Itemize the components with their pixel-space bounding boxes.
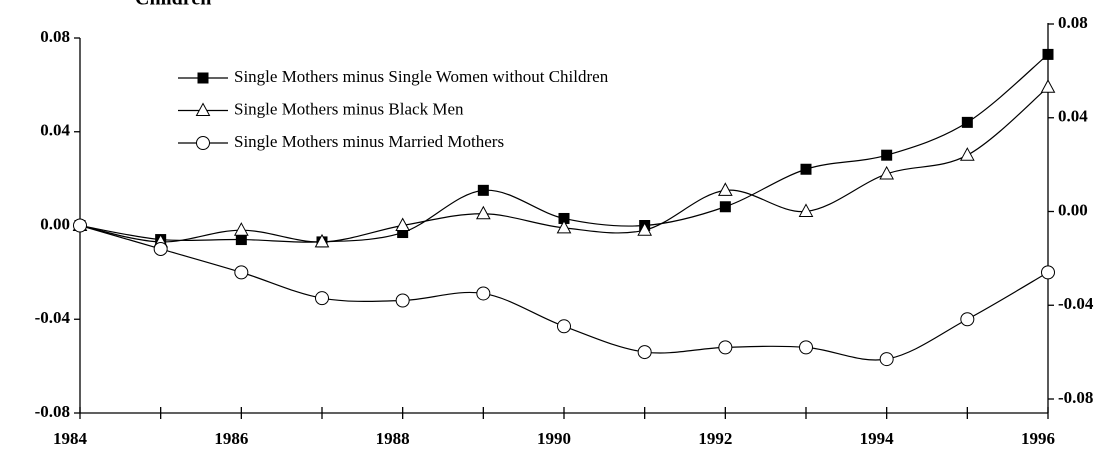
x-tick-label: 1994 <box>860 429 895 448</box>
marker <box>798 203 814 217</box>
marker <box>315 291 329 306</box>
marker <box>1042 48 1054 60</box>
marker <box>637 222 653 236</box>
marker <box>718 340 733 355</box>
marker <box>881 149 893 161</box>
marker <box>960 312 975 327</box>
x-tick-label: 1996 <box>1021 429 1055 448</box>
marker <box>235 234 247 246</box>
x-tick-label: 1992 <box>698 429 732 448</box>
marker <box>153 241 168 256</box>
marker <box>959 147 975 161</box>
y-tick-label: -0.08 <box>35 402 70 421</box>
legend-marker <box>195 102 211 116</box>
marker <box>719 201 731 213</box>
marker <box>1040 79 1056 93</box>
marker <box>1041 265 1055 280</box>
x-tick-label: 1986 <box>214 429 248 448</box>
legend-marker <box>196 136 210 150</box>
marker <box>395 293 410 308</box>
marker <box>556 219 572 234</box>
legend-marker <box>197 72 209 84</box>
marker <box>397 227 409 239</box>
marker <box>234 265 249 280</box>
marker <box>961 116 973 128</box>
x-tick-label: 1990 <box>537 429 571 448</box>
marker <box>73 218 87 233</box>
marker <box>477 184 489 196</box>
marker <box>799 340 813 355</box>
marker <box>557 319 571 334</box>
series-line <box>79 224 1049 361</box>
marker <box>395 217 411 231</box>
marker <box>879 165 895 180</box>
y-tick-label: -0.04 <box>35 308 71 327</box>
marker <box>233 222 249 236</box>
marker <box>476 286 491 301</box>
y-tick-label: 0.04 <box>40 121 70 140</box>
legend-label: Single Mothers minus Black Men <box>234 99 464 118</box>
y2-tick-label: 0.08 <box>1058 13 1088 32</box>
chart-title: Children <box>135 0 211 10</box>
marker <box>717 182 733 196</box>
marker <box>879 352 894 367</box>
y-tick-label: 0.00 <box>40 214 70 233</box>
marker <box>558 212 570 224</box>
legend-label: Single Mothers minus Single Women withou… <box>234 67 609 86</box>
marker <box>800 163 812 175</box>
marker <box>475 205 491 220</box>
y-tick-label: 0.08 <box>40 27 70 46</box>
marker <box>637 345 652 360</box>
legend-label: Single Mothers minus Married Mothers <box>234 132 504 151</box>
y2-tick-label: 0.04 <box>1058 107 1088 126</box>
x-tick-label: 1984 <box>53 429 88 448</box>
y2-tick-label: 0.00 <box>1058 200 1088 219</box>
y2-tick-label: -0.08 <box>1058 388 1093 407</box>
x-tick-label: 1988 <box>376 429 410 448</box>
marker <box>314 233 330 248</box>
y2-tick-label: -0.04 <box>1058 294 1094 313</box>
